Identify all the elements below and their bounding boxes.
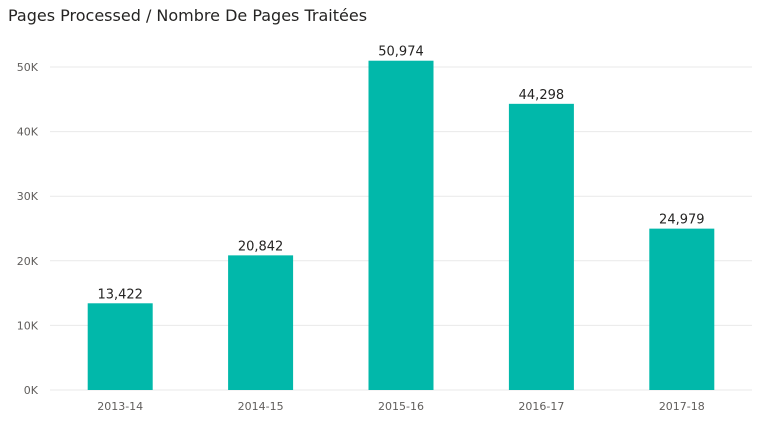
bar[interactable] <box>368 60 434 391</box>
chart-title: Pages Processed / Nombre De Pages Traité… <box>8 6 368 25</box>
y-tick-label: 40K <box>17 126 39 139</box>
x-tick-label: 2015-16 <box>378 400 424 413</box>
x-axis: 2013-14 2014-15 2015-16 2016-17 2017-18 <box>97 400 705 413</box>
y-axis: 0K 10K 20K 30K 40K 50K <box>17 61 39 397</box>
y-tick-label: 50K <box>17 61 39 74</box>
y-tick-label: 10K <box>17 319 39 332</box>
x-tick-label: 2016-17 <box>518 400 564 413</box>
data-label: 50,974 <box>378 45 424 60</box>
x-tick-label: 2017-18 <box>659 400 705 413</box>
bar[interactable] <box>508 103 574 390</box>
y-tick-label: 30K <box>17 190 39 203</box>
x-tick-label: 2014-15 <box>238 400 284 413</box>
data-label: 24,979 <box>659 213 705 228</box>
data-label: 13,422 <box>97 287 143 302</box>
data-labels: 13,422 20,842 50,974 44,298 24,979 <box>97 45 704 303</box>
data-label: 44,298 <box>519 88 565 103</box>
bar[interactable] <box>87 303 153 390</box>
x-tick-label: 2013-14 <box>97 400 143 413</box>
y-tick-label: 0K <box>24 384 39 397</box>
bar[interactable] <box>228 255 294 390</box>
bar[interactable] <box>649 228 715 390</box>
data-label: 20,842 <box>238 239 284 254</box>
y-tick-label: 20K <box>17 255 39 268</box>
bars <box>87 60 715 391</box>
